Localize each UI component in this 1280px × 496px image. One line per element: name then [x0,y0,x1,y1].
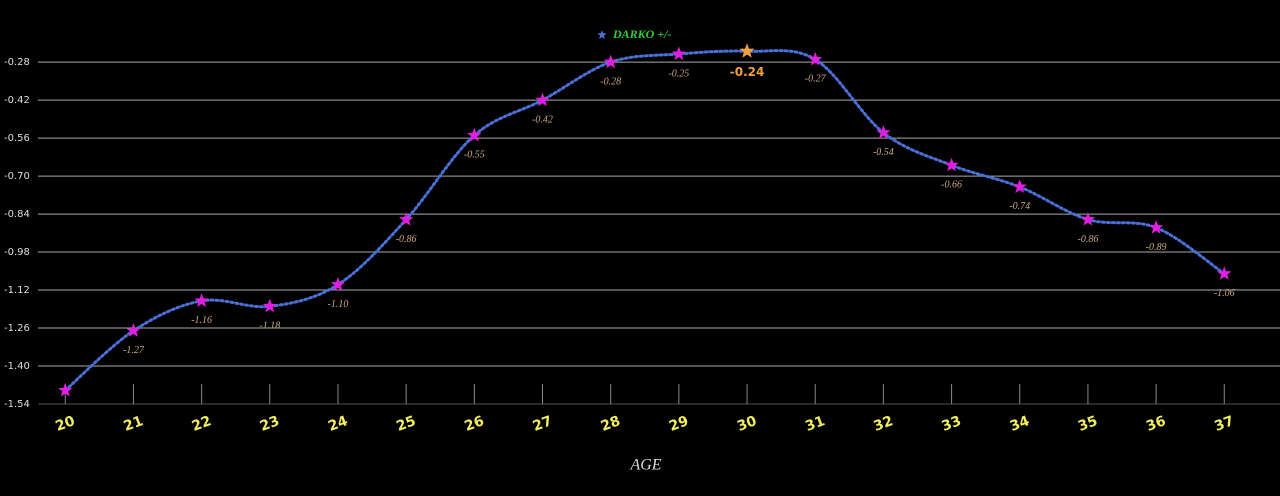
value-label: -0.54 [873,147,894,158]
star-marker [194,293,209,307]
x-tick-label: 31 [803,413,827,435]
value-label: -0.74 [1009,201,1030,212]
value-label: -0.55 [464,150,485,161]
x-tick-label: 29 [667,413,691,435]
y-tick-label: -1.26 [4,323,30,334]
x-tick-label: 36 [1144,413,1168,435]
star-marker [1149,220,1164,234]
series-line [63,49,1226,392]
value-label: -0.66 [941,180,962,191]
value-label: -1.10 [328,299,349,310]
y-tick-label: -0.42 [4,95,30,106]
star-marker [876,125,891,139]
value-label: -1.27 [123,345,145,356]
star-marker [535,92,550,107]
value-label: -1.06 [1214,288,1235,299]
x-tick-label: 32 [872,413,896,435]
x-tick-label: 26 [462,413,486,435]
y-tick-label: -1.12 [4,285,30,296]
y-tick-label: -0.70 [4,171,30,182]
star-marker [944,157,959,172]
legend-marker [597,30,607,39]
x-tick-label: 34 [1008,413,1032,435]
x-tick-label: 22 [190,413,214,435]
value-label: -0.89 [1146,242,1167,253]
x-tick-label: 28 [599,413,623,435]
star-marker [603,54,618,69]
x-tick-label: 30 [735,413,759,435]
value-label: -0.25 [668,68,689,79]
star-marker [1080,212,1096,226]
x-axis-label: AGE [629,457,661,474]
value-label: -0.42 [532,114,553,125]
value-label: -1.16 [191,315,212,326]
y-tick-label: -0.56 [4,133,30,144]
star-marker [1217,266,1232,280]
star-marker [739,43,755,58]
x-tick-label: 37 [1212,413,1236,435]
value-label: -0.27 [805,74,827,85]
x-tick-label: 33 [940,413,964,435]
x-tick-label: 35 [1076,413,1100,435]
star-marker [808,51,823,66]
value-label: -0.86 [1078,234,1099,245]
star-marker [330,277,346,291]
y-tick-label: -1.40 [4,361,30,372]
y-tick-label: -0.98 [4,247,30,258]
star-marker [671,46,686,61]
value-label: -0.86 [396,234,417,245]
star-marker [467,127,482,142]
value-label: -0.28 [600,76,621,87]
x-tick-label: 25 [394,413,418,435]
x-tick-label: 24 [326,413,350,435]
star-marker [1012,179,1027,193]
legend-label: DARKO +/- [612,27,672,41]
star-marker [126,323,141,337]
x-tick-label: 23 [258,413,282,435]
star-marker [58,382,73,397]
star-marker [399,212,414,226]
x-tick-label: 20 [53,413,77,435]
x-tick-label: 21 [122,413,146,435]
value-label: -1.18 [259,321,280,332]
x-tick-label: 27 [531,413,555,435]
y-tick-label: -0.84 [4,209,30,220]
y-tick-label: -1.54 [4,399,30,410]
star-marker [262,298,277,313]
value-label: -0.24 [730,65,765,79]
y-tick-label: -0.28 [4,57,30,68]
